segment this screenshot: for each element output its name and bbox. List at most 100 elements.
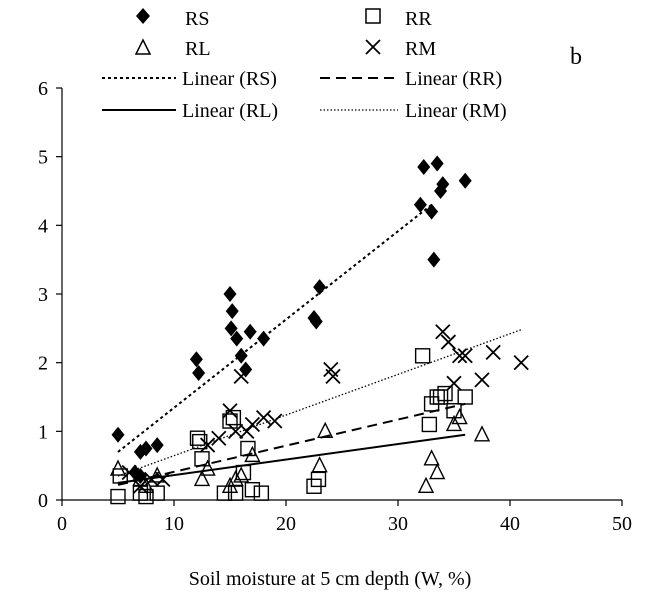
point-rs <box>436 176 450 193</box>
point-rs <box>234 347 248 364</box>
trendline-rm <box>117 329 522 477</box>
point-rm <box>211 430 227 446</box>
point-rr <box>253 485 270 501</box>
point-rs <box>309 313 323 330</box>
point-rl <box>233 466 250 483</box>
trendline-rs <box>117 203 433 453</box>
point-rl <box>417 476 435 493</box>
point-rr <box>138 488 154 505</box>
point-rm <box>227 423 244 439</box>
legend-label-linear-rl: Linear (RL) <box>182 100 278 122</box>
point-rm <box>199 437 216 453</box>
point-rr <box>216 485 233 501</box>
point-rm <box>513 355 529 371</box>
point-rr <box>222 413 238 429</box>
panel-label: b <box>570 44 582 70</box>
legend-item-linear-rr: Linear (RR) <box>320 68 502 90</box>
point-rs <box>225 303 239 320</box>
point-rl <box>429 462 446 480</box>
point-rs <box>313 279 327 296</box>
legend-marker-rm <box>365 39 381 55</box>
point-rm <box>233 368 249 385</box>
x-tick-label: 50 <box>612 513 632 535</box>
legend-label-rs: RS <box>185 8 209 30</box>
point-rs <box>133 467 147 484</box>
point-rm <box>255 409 272 426</box>
trendlines <box>117 203 522 486</box>
point-rm <box>267 413 283 429</box>
point-rm <box>121 464 137 481</box>
legend-item-rl: RL <box>134 38 211 60</box>
point-rr <box>437 385 453 402</box>
legend-item-linear-rs: Linear (RS) <box>102 68 277 90</box>
point-rr <box>244 482 261 498</box>
point-rs <box>223 286 237 302</box>
x-tick-label: 10 <box>164 513 184 535</box>
y-tick-label: 6 <box>38 78 48 100</box>
point-rl <box>149 466 166 483</box>
point-rl <box>423 449 440 466</box>
point-rs <box>458 172 472 189</box>
y-tick-label: 1 <box>38 421 48 443</box>
legend-item-rr: RR <box>365 8 432 30</box>
legend-label-rm: RM <box>405 38 436 60</box>
point-rr <box>189 430 206 446</box>
point-rs <box>430 155 444 172</box>
point-rm <box>155 471 171 488</box>
point-rm <box>244 416 261 433</box>
legend-item-linear-rl: Linear (RL) <box>102 100 278 122</box>
trendline-rl <box>117 433 466 484</box>
point-rr <box>225 409 242 426</box>
point-rr <box>310 471 327 488</box>
point-rr <box>227 485 244 501</box>
point-rl <box>451 408 468 425</box>
point-rl <box>244 445 261 463</box>
point-rr <box>432 389 449 405</box>
trendline-rr <box>117 402 466 486</box>
point-rs <box>224 320 238 337</box>
legend-item-linear-rm: Linear (RM) <box>320 100 507 122</box>
point-rs <box>427 251 441 268</box>
legend: RS RR RL RM Linear (RS) Linear (RR) Line… <box>102 8 507 122</box>
point-rs <box>239 361 253 378</box>
x-ticks: 0 10 20 30 40 50 <box>57 500 632 535</box>
point-rs <box>111 426 125 443</box>
legend-label-linear-rr: Linear (RR) <box>405 68 502 90</box>
point-rs <box>189 351 203 368</box>
legend-label-rl: RL <box>185 38 211 60</box>
point-rl <box>317 421 334 439</box>
y-tick-label: 2 <box>38 353 48 375</box>
x-tick-label: 40 <box>500 513 520 535</box>
x-tick-label: 30 <box>388 513 408 535</box>
point-rm <box>440 334 457 350</box>
point-rr <box>110 488 126 505</box>
point-rl <box>227 469 244 487</box>
legend-item-rs: RS <box>136 8 209 30</box>
y-ticks: 0 1 2 3 4 5 6 <box>38 78 62 512</box>
point-rl <box>311 456 328 473</box>
data-points <box>109 155 529 505</box>
point-rs <box>425 203 439 220</box>
point-rs <box>230 330 244 347</box>
point-rs <box>139 440 153 457</box>
legend-marker-rl <box>134 38 152 55</box>
point-rs <box>150 437 164 454</box>
point-rm <box>485 344 501 361</box>
point-rl <box>199 459 216 476</box>
y-tick-label: 4 <box>38 215 48 237</box>
point-rm <box>222 403 238 419</box>
point-rs <box>257 330 271 347</box>
point-rs <box>417 158 431 175</box>
legend-marker-rr <box>365 8 381 24</box>
point-rl <box>109 459 127 476</box>
legend-label-rr: RR <box>405 8 432 30</box>
legend-marker-rs <box>136 8 150 24</box>
point-rm <box>451 348 468 364</box>
x-tick-label: 20 <box>276 513 296 535</box>
point-rs <box>243 323 257 340</box>
point-rm <box>435 324 451 340</box>
y-tick-label: 5 <box>38 147 48 169</box>
axes: 0 10 20 30 40 50 0 1 2 3 4 5 6 <box>38 78 632 535</box>
x-axis-label: Soil moisture at 5 cm depth (W, %) <box>189 568 472 590</box>
